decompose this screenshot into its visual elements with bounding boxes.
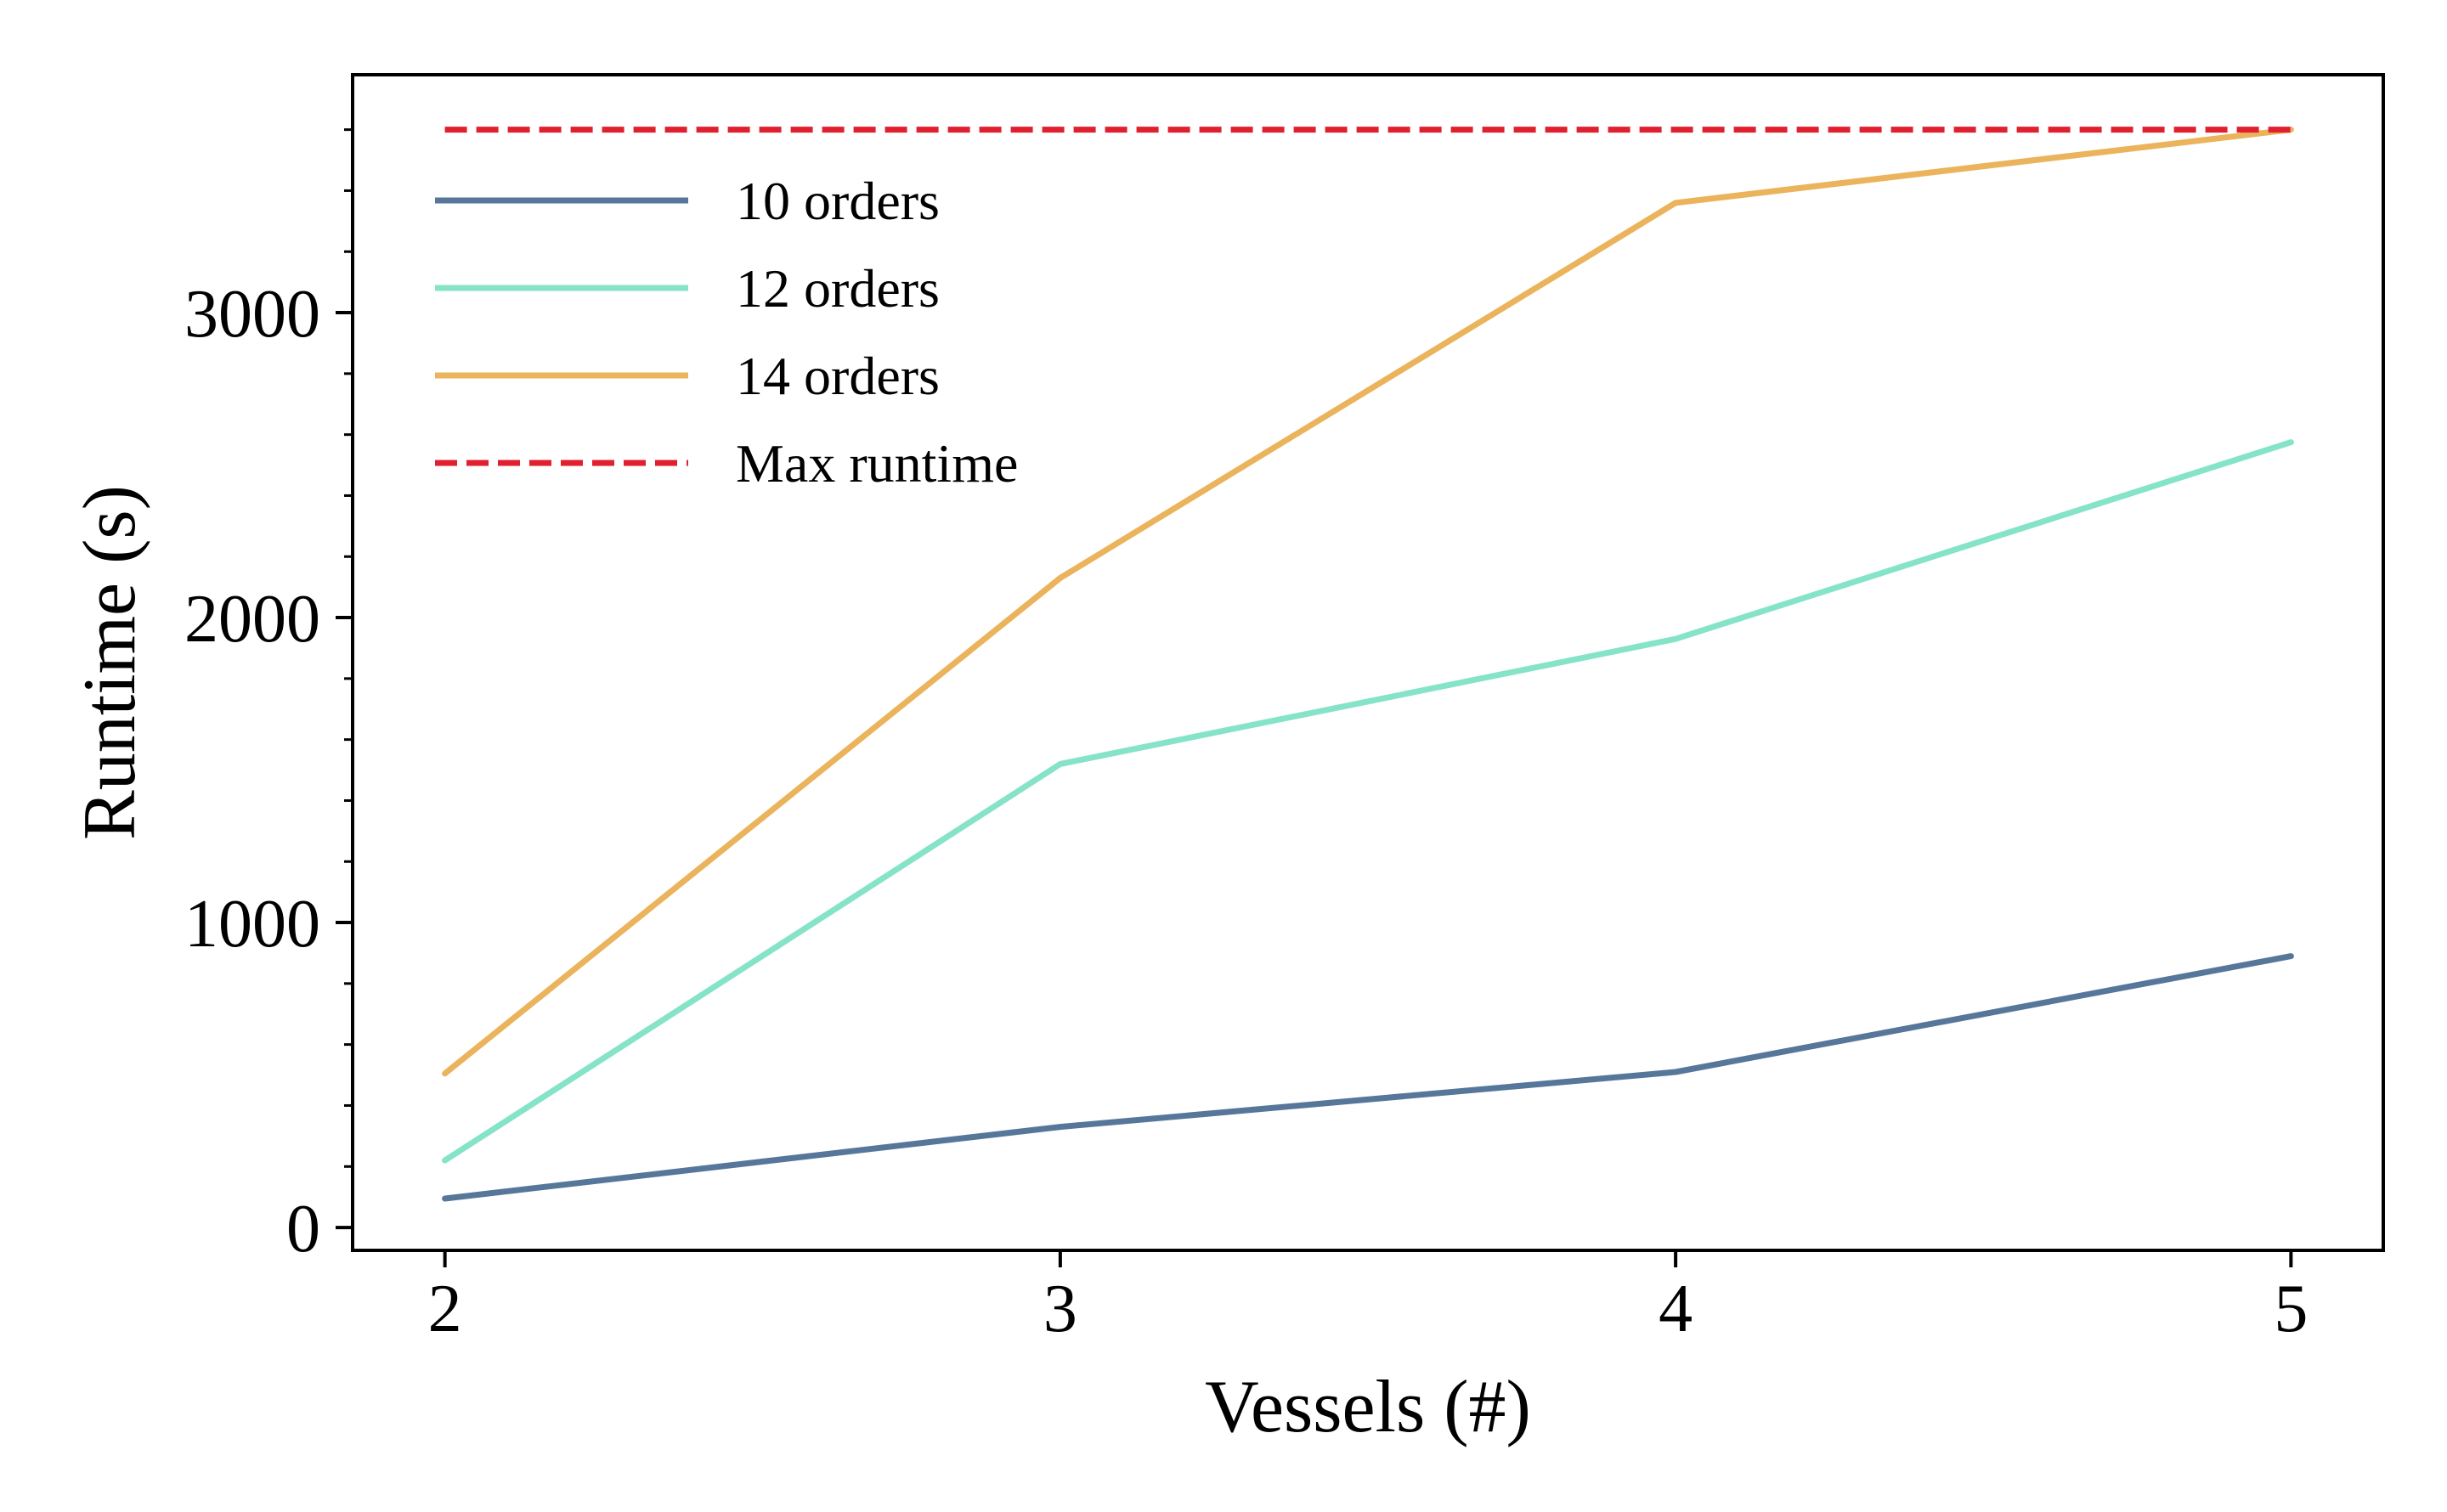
tick-labels: 2 3 4 5 0 1000 2000 3000 bbox=[184, 277, 2308, 1346]
x-tick-label: 2 bbox=[428, 1272, 462, 1346]
x-tick-label: 3 bbox=[1043, 1272, 1077, 1346]
y-tick-label: 3000 bbox=[184, 277, 320, 352]
legend-label: Max runtime bbox=[736, 433, 1018, 494]
series-line-14-orders bbox=[442, 127, 2294, 1077]
series-line-10-orders bbox=[442, 953, 2294, 1202]
y-axis-title: Runtime (s) bbox=[69, 485, 151, 840]
y-tick-label: 1000 bbox=[184, 887, 320, 962]
series-lines bbox=[442, 127, 2294, 1202]
x-axis-title: Vessels (#) bbox=[1205, 1366, 1531, 1448]
y-tick-label: 0 bbox=[286, 1192, 320, 1267]
legend-label: 12 orders bbox=[736, 258, 940, 319]
x-tick-label: 5 bbox=[2274, 1272, 2308, 1346]
legend-label: 10 orders bbox=[736, 171, 940, 231]
series-line-12-orders bbox=[442, 439, 2294, 1164]
legend: 10 orders 12 orders 14 orders Max runtime bbox=[435, 171, 1018, 494]
major-ticks bbox=[336, 311, 2293, 1267]
legend-label: 14 orders bbox=[736, 346, 940, 406]
x-tick-label: 4 bbox=[1659, 1272, 1693, 1346]
y-tick-label: 2000 bbox=[184, 582, 320, 657]
plot-frame bbox=[351, 73, 2385, 1252]
